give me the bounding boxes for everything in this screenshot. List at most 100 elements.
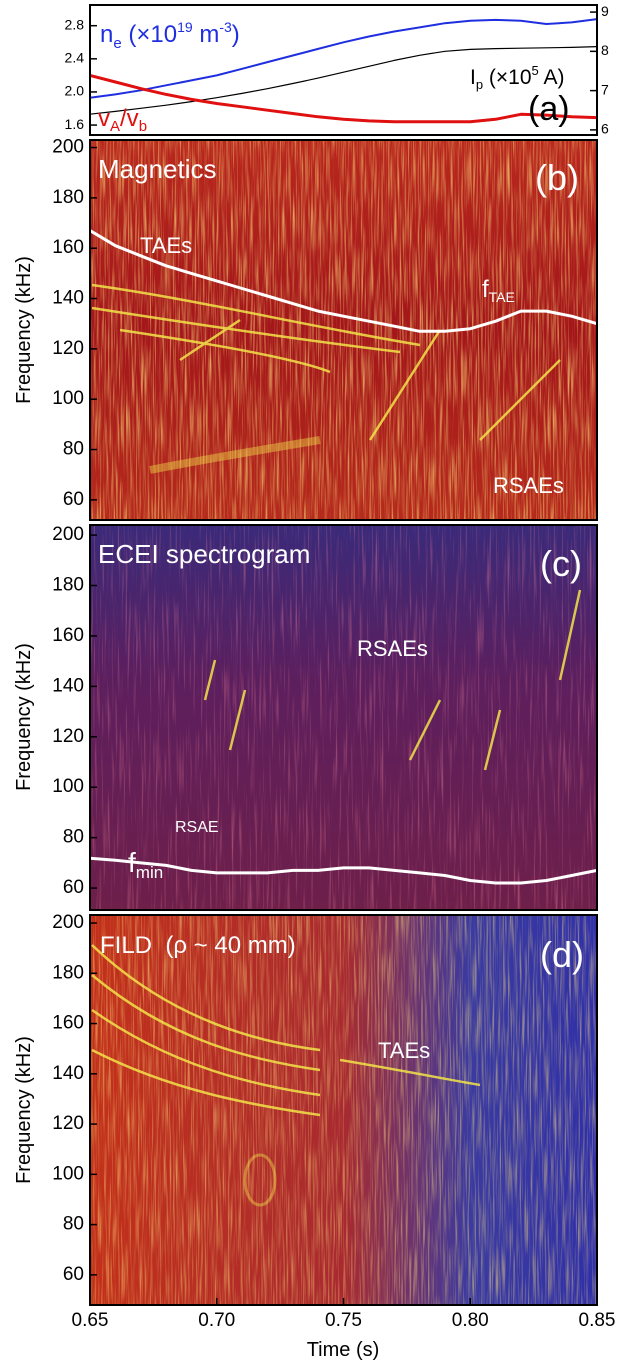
annotation: TAEs	[378, 1038, 430, 1063]
x-axis-label: Time (s)	[307, 1339, 380, 1361]
label-part: f	[128, 847, 136, 878]
y-tick-label: 120	[52, 338, 84, 359]
panel-d-texture	[90, 915, 597, 1305]
streak	[91, 306, 401, 354]
panel-title: Magnetics	[98, 154, 217, 184]
label-part: min	[136, 863, 163, 882]
frame	[89, 914, 598, 1306]
y2-tick-label: 7	[601, 81, 609, 97]
streak	[558, 589, 582, 681]
streak	[228, 689, 247, 751]
streak	[91, 1008, 321, 1097]
label-part: A	[110, 118, 120, 135]
panel-label: (a)	[528, 90, 570, 128]
y-tick-label: 180	[52, 575, 84, 596]
label-part: b	[139, 118, 147, 135]
label-part: v	[98, 105, 110, 132]
y-tick-label: 200	[52, 912, 84, 933]
y-tick-label: 60	[63, 877, 84, 898]
y-tick-label: 160	[52, 1013, 84, 1034]
overlay-line	[89, 229, 598, 333]
y-tick-label: 140	[52, 288, 84, 309]
y-tick-label: 200	[52, 137, 84, 158]
frame	[89, 139, 598, 521]
series-label: ne (×1019 m-3)	[100, 19, 240, 52]
y-tick-label: 140	[52, 1063, 84, 1084]
streak	[179, 318, 241, 362]
label-part: n	[100, 21, 113, 48]
frames	[89, 4, 598, 1306]
panel-label: (b)	[535, 157, 579, 198]
label-part: )	[232, 21, 240, 48]
label-part: e	[113, 35, 121, 52]
label-part: /v	[120, 105, 139, 132]
series-label: Ip (×105 A)	[470, 63, 564, 92]
streak	[91, 1048, 321, 1117]
streak	[203, 659, 217, 701]
series-line	[89, 73, 598, 124]
y-tick-label: 60	[63, 489, 84, 510]
y-tick-label: 80	[63, 827, 84, 848]
label-part: I	[470, 66, 476, 89]
label-part: TAE	[489, 289, 515, 305]
frame	[89, 524, 598, 911]
label-part: 19	[177, 19, 193, 35]
x-tick-label: 0.85	[579, 1310, 616, 1331]
y-tick-label: 200	[52, 524, 84, 545]
x-tick-label: 0.70	[198, 1310, 235, 1331]
series-line	[89, 18, 598, 99]
label-part: p	[476, 77, 483, 92]
annotation: RSAEs	[493, 473, 564, 498]
panel-c-texture	[90, 525, 597, 910]
y-tick-label: 160	[52, 625, 84, 646]
panel-a-bg	[90, 5, 597, 135]
y-tick-label: 180	[52, 187, 84, 208]
label-part: -3	[219, 19, 232, 35]
y-tick-label: 80	[63, 439, 84, 460]
y-axis-label: Frequency (kHz)	[13, 1036, 35, 1184]
y-axis-label: Frequency (kHz)	[13, 256, 35, 404]
panel-label: (d)	[540, 934, 584, 975]
streak	[368, 329, 442, 441]
series-label: fmin	[128, 847, 163, 882]
streak	[91, 974, 321, 1072]
label-part: m	[193, 21, 220, 48]
label-part: A)	[539, 66, 565, 89]
y-tick-label: 60	[63, 1264, 84, 1285]
streak	[149, 436, 321, 474]
y-tick-label: 2.4	[65, 50, 85, 66]
streak	[479, 359, 561, 441]
label-part: 5	[532, 63, 539, 78]
frame	[89, 4, 598, 136]
x-tick-label: 0.80	[452, 1310, 489, 1331]
y-tick-label: 1.6	[65, 116, 85, 132]
y-tick-label: 180	[52, 962, 84, 983]
panel-title: ECEI spectrogram	[98, 539, 310, 569]
x-tick-label: 0.65	[72, 1310, 109, 1331]
series-label: vA/vb	[98, 105, 147, 135]
series-label: fTAE	[482, 276, 515, 305]
y2-tick-label: 6	[601, 121, 609, 137]
y-tick-label: 100	[52, 776, 84, 797]
y-tick-label: 80	[63, 1214, 84, 1235]
plot-layer: 1.6 2.0 2.4 2.8 6 7 8 9 60 80 100 120 140 160 180 200 60…	[52, 3, 615, 1331]
streak	[483, 709, 502, 771]
label-part: f	[482, 276, 489, 303]
streak	[243, 1153, 277, 1207]
overlay-line	[89, 856, 598, 885]
streak	[119, 328, 331, 374]
label-part: (×10	[483, 66, 531, 89]
y-tick-label: 100	[52, 388, 84, 409]
streak	[339, 1058, 481, 1087]
y-tick-label: 120	[52, 1113, 84, 1134]
y-tick-label: 100	[52, 1163, 84, 1184]
y-tick-label: 2.8	[65, 16, 85, 32]
streaks	[91, 283, 582, 1207]
label-part: (×10	[122, 21, 177, 48]
y2-tick-label: 8	[601, 42, 609, 58]
series-line	[89, 46, 598, 115]
y-tick-label: 140	[52, 675, 84, 696]
panel-title: FILD (ρ ~ 40 mm)	[100, 932, 296, 959]
y2-tick-label: 9	[601, 3, 609, 19]
